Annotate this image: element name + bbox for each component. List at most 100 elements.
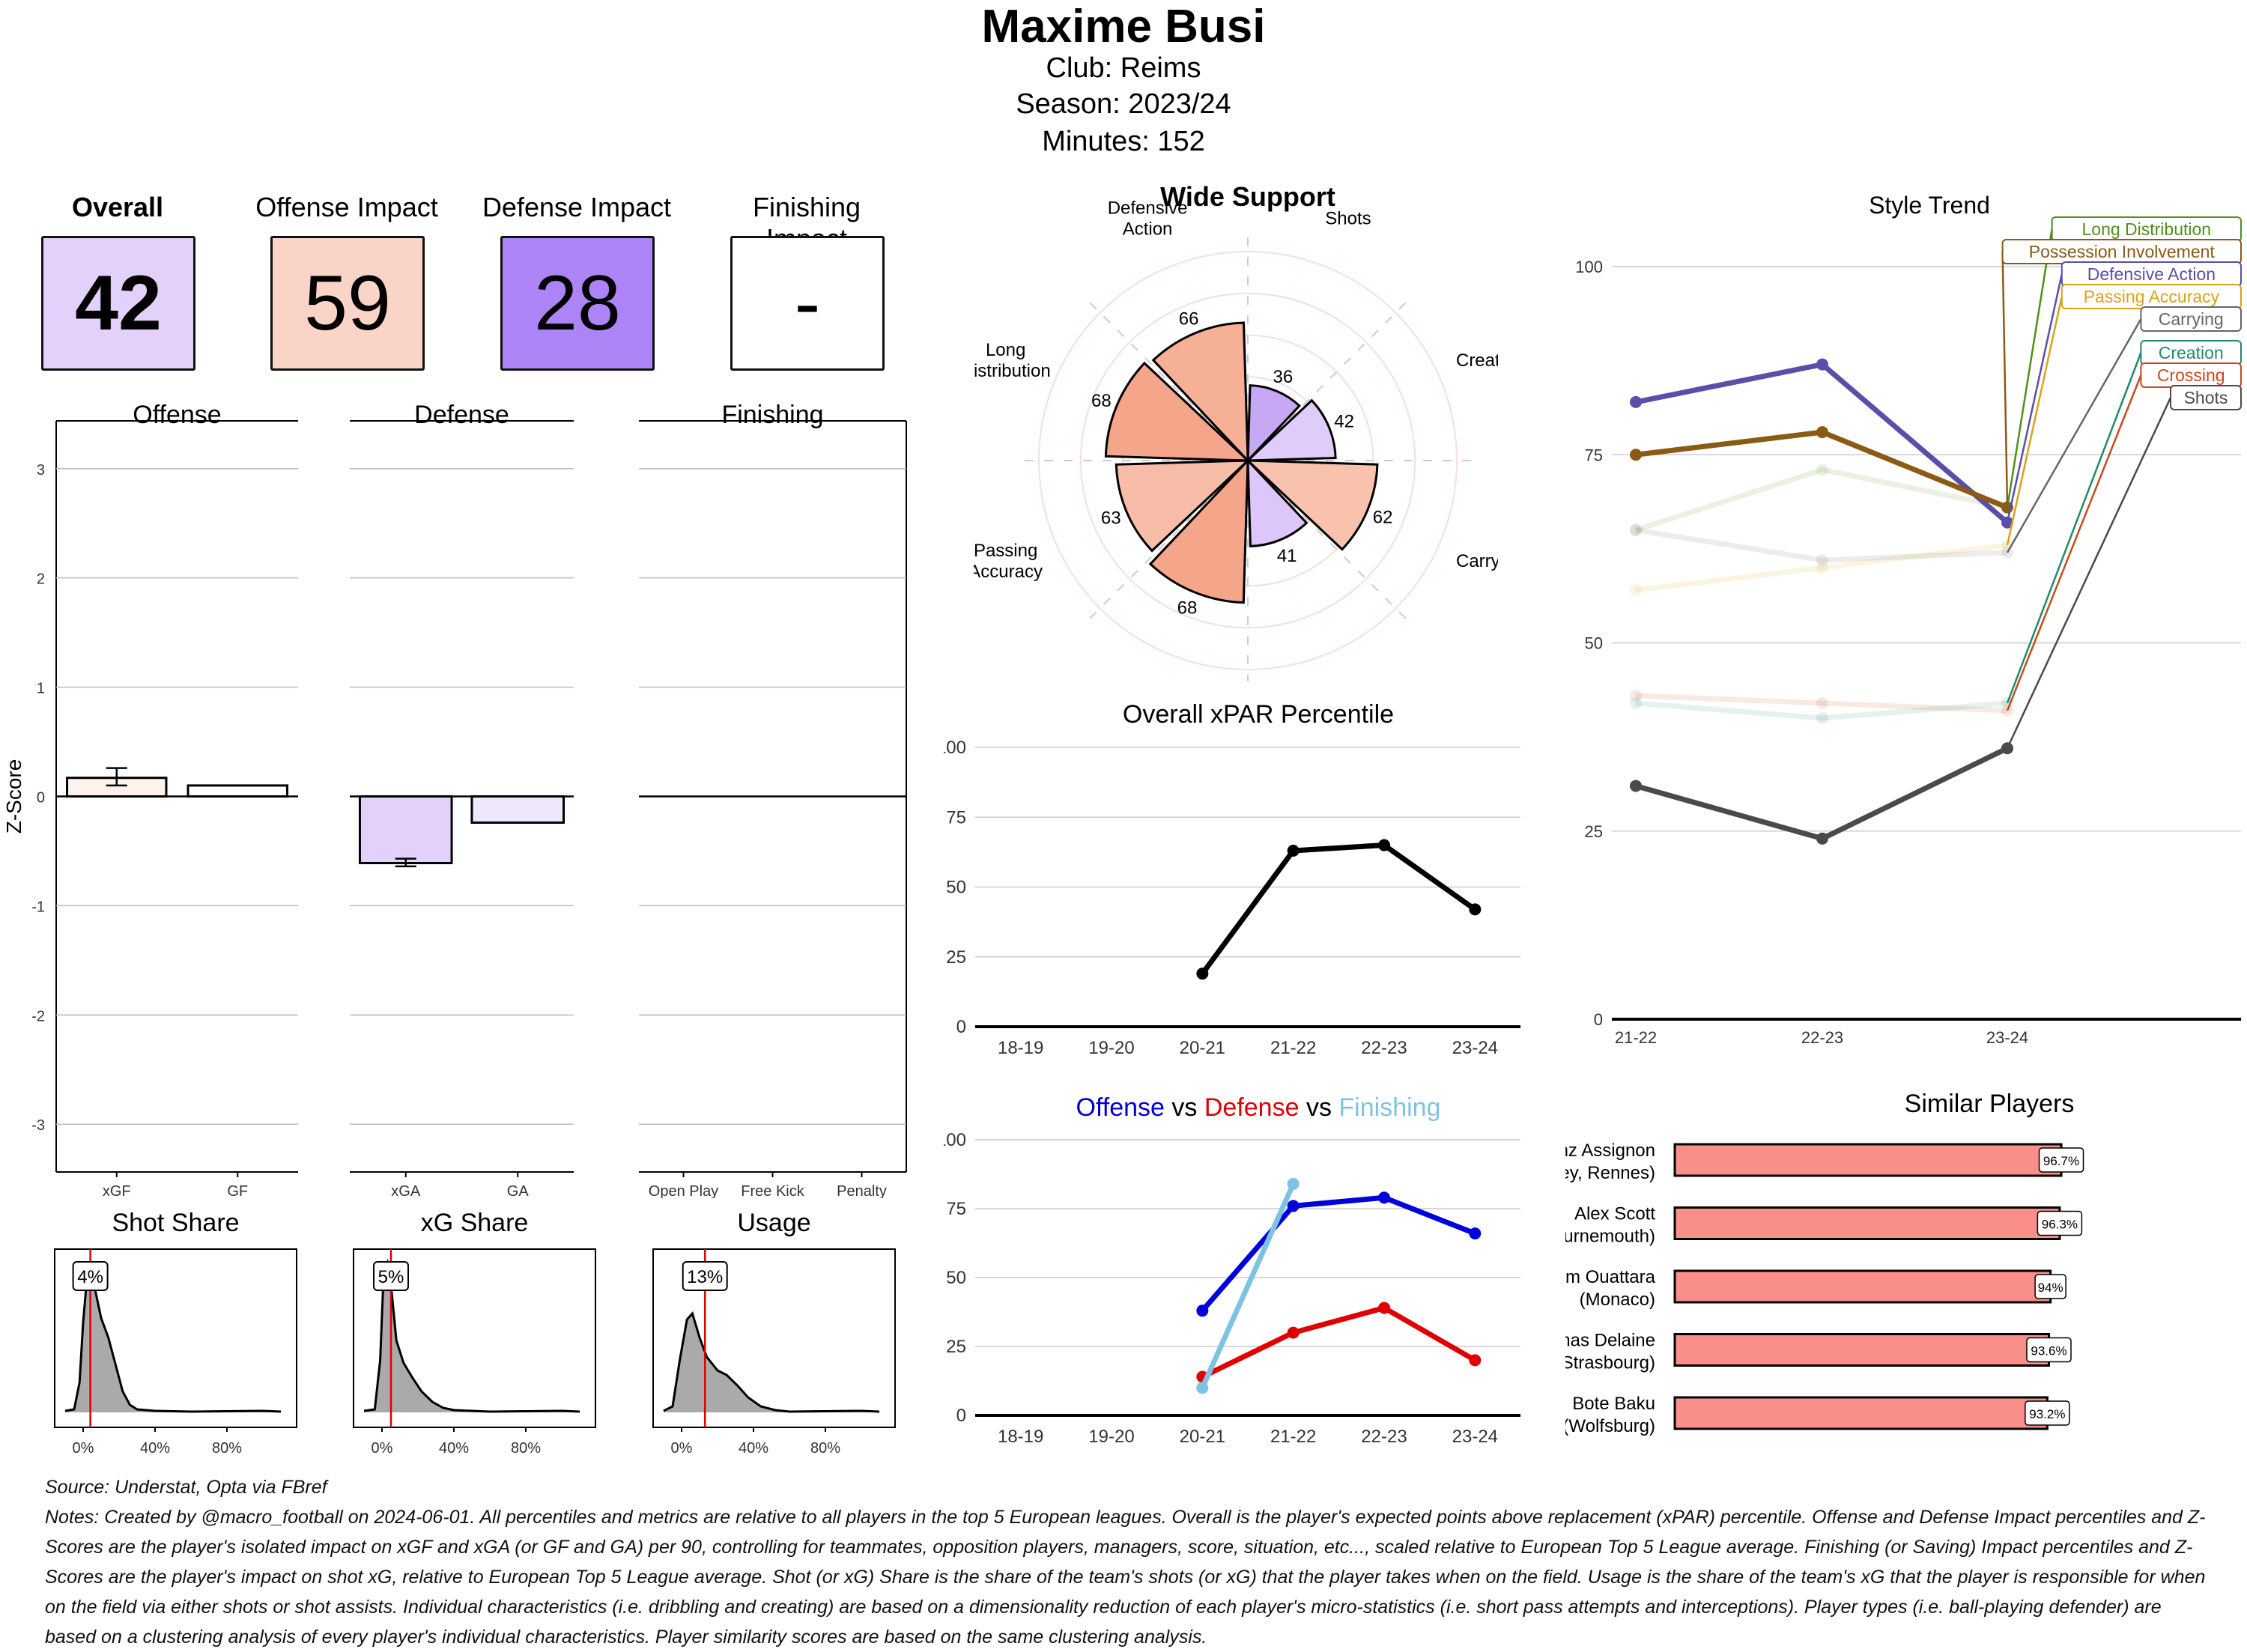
- similarity-label-box: [2026, 1337, 2072, 1363]
- radar-bar: [1104, 361, 1251, 462]
- x-tick-label: GF: [227, 1183, 248, 1198]
- x-tick-label: 23-24: [1986, 1028, 2028, 1047]
- label-leader: [2006, 397, 2172, 749]
- data-point: [1630, 780, 1642, 792]
- x-tick-label: 80%: [212, 1440, 242, 1453]
- kpi-label: Overall: [71, 192, 164, 222]
- x-tick-label: 20-21: [1180, 1427, 1225, 1447]
- x-tick-label: 40%: [439, 1440, 469, 1453]
- player-name: Maxime Busi: [981, 1, 1266, 52]
- similarity-label: 94%: [2038, 1281, 2063, 1295]
- z-bar: [358, 795, 453, 865]
- data-point: [1630, 689, 1642, 702]
- marker-label: 13%: [687, 1267, 723, 1287]
- data-point: [1630, 584, 1642, 597]
- player-clubs: (Wolfsburg): [1565, 1416, 1655, 1436]
- y-tick-label: 75: [946, 807, 966, 827]
- label-leader: [2006, 374, 2142, 711]
- data-point: [1816, 426, 1828, 439]
- data-point: [1630, 449, 1642, 461]
- y-tick-label: -3: [31, 1117, 45, 1134]
- series-line: [1200, 1194, 1476, 1313]
- radar-axis-label: Distribution: [974, 361, 1051, 381]
- density-title: xG Share: [421, 1209, 529, 1237]
- series-label-box: [2140, 306, 2243, 332]
- x-tick-label: 22-23: [1361, 1038, 1407, 1058]
- x-tick-label: GA: [507, 1183, 530, 1198]
- share-density-chart: Shot Share 4% 0% 40% 80% xG Share 5% 0% 40% 80% Us…: [54, 1209, 896, 1453]
- x-tick-label: 0%: [372, 1440, 393, 1453]
- series-label: Carrying: [2159, 309, 2224, 329]
- player-name: Alex Scott: [1574, 1204, 1655, 1224]
- series-label: Long Distribution: [2081, 219, 2211, 239]
- data-point: [1816, 562, 1828, 574]
- season-line: Season: 2023/24: [1016, 88, 1231, 120]
- radar-bar: [1245, 398, 1337, 462]
- radar-bar: [1151, 321, 1249, 464]
- similarity-label: 96.3%: [2042, 1218, 2078, 1232]
- y-tick-label: 2: [37, 571, 45, 588]
- density-line: [663, 1311, 880, 1413]
- x-tick-label: 0%: [73, 1440, 94, 1453]
- x-tick-label: 20-21: [1180, 1038, 1225, 1058]
- data-point: [1816, 712, 1828, 724]
- radar-value-label: 68: [1177, 598, 1198, 619]
- x-tick-label: 21-22: [1615, 1028, 1657, 1047]
- x-tick-label: Penalty: [837, 1183, 887, 1198]
- x-tick-label: Free Kick: [741, 1183, 804, 1198]
- series-label: Defensive Action: [2087, 264, 2216, 284]
- x-tick-label: 21-22: [1270, 1427, 1316, 1447]
- title-part: vs: [1300, 1093, 1332, 1122]
- radar-axis-label: Carrying: [1456, 551, 1498, 571]
- chart-title: Overall xPAR Percentile: [1123, 700, 1394, 729]
- density-area: [664, 1314, 879, 1412]
- label-leader: [2006, 318, 2142, 553]
- similarity-label: 93.6%: [2031, 1344, 2066, 1358]
- radar-axis-label: Defensive: [1108, 198, 1188, 219]
- player-clubs: (Bournemouth): [1565, 1227, 1655, 1247]
- similarity-bar: [1673, 1143, 2063, 1177]
- y-tick-label: -1: [31, 899, 45, 915]
- y-tick-label: 50: [946, 1268, 966, 1288]
- z-bar: [187, 784, 288, 798]
- notes-text: Notes: Created by @macro_football on 202…: [45, 1507, 2206, 1648]
- density-title: Usage: [737, 1209, 810, 1237]
- panel-title: Offense: [133, 401, 221, 429]
- radar-value-label: 66: [1179, 309, 1199, 330]
- y-tick-label: 25: [946, 947, 966, 968]
- x-tick-label: xGF: [103, 1183, 131, 1198]
- y-tick-label: 3: [37, 462, 45, 479]
- series-label: Passing Accuracy: [2084, 287, 2220, 306]
- marker-label: 5%: [378, 1267, 404, 1287]
- similarity-label-box: [2037, 1210, 2083, 1236]
- series-line: [1634, 467, 2008, 533]
- x-tick-label: 21-22: [1270, 1038, 1316, 1058]
- radar-value-label: 42: [1334, 412, 1354, 432]
- series-label: Shots: [2184, 388, 2228, 407]
- data-point: [2001, 546, 2013, 559]
- radar-bar: [1246, 384, 1301, 464]
- density-frame: [652, 1248, 896, 1428]
- y-tick-label: 100: [1575, 258, 1603, 276]
- series-line: [1635, 542, 2008, 593]
- similarity-label-box: [2025, 1400, 2070, 1426]
- label-leader: [2006, 296, 2063, 546]
- label-leader: [2006, 352, 2142, 704]
- zscore-chart: Z-Score 3 2 1 0 -1 -2 -3 Offense xGF GF Defense xGA G…: [2, 401, 907, 1198]
- radar-axis-label: Passing: [974, 541, 1037, 561]
- radar-axis-label: Accuracy: [974, 562, 1043, 582]
- player-name: Lorenz Assignon: [1565, 1141, 1655, 1161]
- style-radar-chart: Wide Support 36 Shots 42 Creation 62 Carrying 4…: [974, 181, 1498, 681]
- kpi-value-box: 59: [270, 236, 425, 371]
- title-part: Defense: [1197, 1093, 1299, 1122]
- series-label: Possession Involvement: [2029, 242, 2216, 261]
- radar-gridcircle: [1079, 292, 1416, 629]
- x-tick-label: 23-24: [1452, 1038, 1498, 1058]
- data-point: [1816, 464, 1828, 476]
- marker-label: 4%: [77, 1267, 103, 1287]
- data-point: [1196, 968, 1209, 980]
- radar-axis-label: Shots: [1325, 209, 1371, 229]
- y-tick-label: 50: [1585, 634, 1603, 653]
- series-line: [1635, 693, 2008, 714]
- kpi-value-box: 28: [500, 236, 655, 371]
